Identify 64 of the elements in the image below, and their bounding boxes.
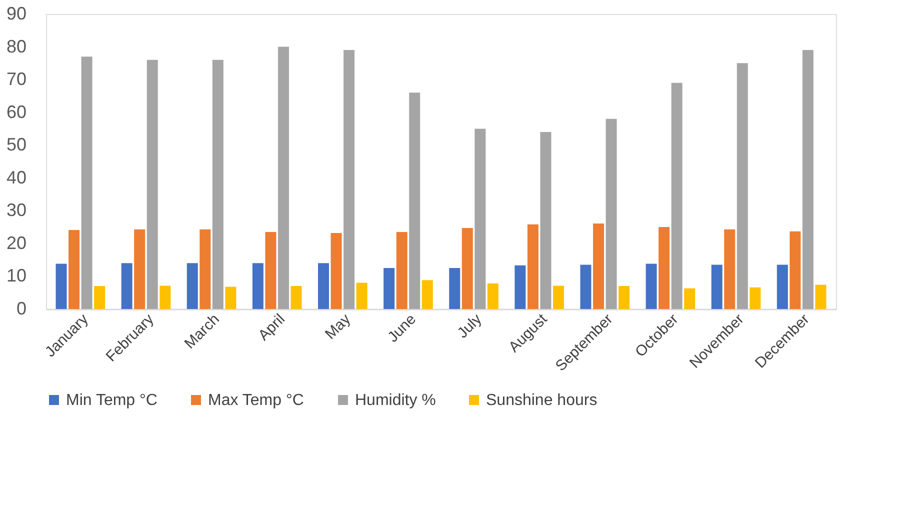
- legend-label: Humidity %: [355, 392, 436, 409]
- bar: [200, 229, 211, 309]
- bar: [68, 230, 80, 309]
- bar: [724, 229, 736, 309]
- bar: [711, 264, 722, 309]
- y-tick-label: 0: [16, 298, 26, 318]
- bar: [671, 82, 682, 309]
- bar: [81, 56, 92, 309]
- bar: [409, 92, 420, 309]
- bar: [396, 232, 408, 309]
- bar: [646, 264, 657, 309]
- bar: [776, 264, 788, 309]
- y-tick-label: 70: [6, 69, 26, 90]
- bar: [684, 288, 696, 309]
- bar: [121, 263, 132, 309]
- bar: [449, 268, 460, 309]
- bar: [356, 282, 368, 309]
- y-tick-label: 30: [6, 200, 26, 220]
- bar: [514, 265, 526, 309]
- bar: [318, 263, 330, 309]
- bar: [225, 286, 236, 309]
- bar: [736, 63, 748, 309]
- bar: [580, 264, 592, 309]
- bar: [474, 128, 486, 309]
- bar: [802, 50, 814, 309]
- bar: [462, 228, 473, 309]
- bar: [186, 263, 198, 309]
- bar: [56, 264, 67, 309]
- y-tick-label: 40: [6, 167, 26, 188]
- bar: [540, 132, 552, 309]
- bar: [146, 60, 158, 309]
- x-tick-label: July: [454, 310, 486, 342]
- bar: [815, 284, 826, 309]
- x-tick-label: May: [322, 310, 354, 343]
- y-tick-label: 80: [6, 36, 26, 56]
- y-tick-label: 20: [6, 232, 26, 253]
- legend-label: Max Temp °C: [208, 392, 304, 409]
- bar: [487, 283, 498, 309]
- bar: [278, 46, 289, 309]
- bar: [265, 232, 276, 309]
- bar: [134, 229, 146, 309]
- legend-label: Min Temp °C: [66, 392, 158, 409]
- bar: [94, 286, 106, 309]
- bar: [330, 232, 342, 309]
- bar: [618, 286, 630, 309]
- bar: [552, 286, 564, 309]
- bar: [384, 268, 395, 309]
- bar: [290, 286, 302, 309]
- bar: [527, 224, 538, 309]
- bar: [606, 118, 617, 309]
- bar: [593, 223, 604, 309]
- y-tick-label: 50: [6, 134, 26, 155]
- bar: [422, 280, 433, 309]
- y-tick-label: 10: [6, 266, 26, 286]
- y-tick-label: 60: [6, 102, 26, 122]
- bar: [252, 263, 264, 309]
- bar: [344, 50, 355, 309]
- legend-label: Sunshine hours: [486, 392, 598, 409]
- bar: [160, 286, 171, 309]
- bar: [658, 227, 670, 309]
- y-tick-label: 90: [6, 4, 26, 24]
- bar: [212, 60, 224, 309]
- bar: [790, 231, 801, 309]
- bar: [750, 287, 761, 309]
